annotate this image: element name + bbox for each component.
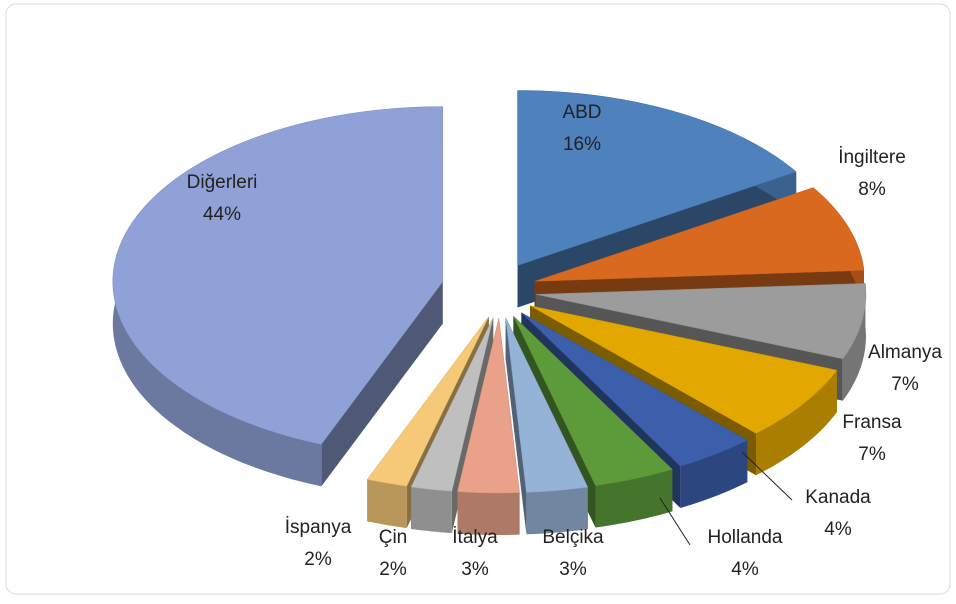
data-label-name: Diğerleri — [187, 172, 258, 193]
slice — [517, 90, 797, 266]
slice — [534, 187, 865, 282]
slice-side — [321, 281, 443, 487]
data-label-name: ABD — [562, 102, 601, 123]
slice — [457, 317, 520, 494]
slice — [366, 316, 489, 487]
data-label-value: 2% — [379, 559, 407, 580]
data-label-value: 16% — [563, 134, 601, 155]
data-label-value: 3% — [559, 559, 587, 580]
data-label-value: 4% — [731, 559, 759, 580]
slice — [505, 317, 589, 493]
data-label-name: Hollanda — [708, 527, 783, 548]
leader-line — [741, 451, 793, 501]
slice-wall — [367, 479, 407, 529]
slice-wall — [411, 487, 452, 534]
slice — [535, 283, 867, 360]
slice — [529, 305, 838, 434]
data-label-value: 3% — [461, 559, 489, 580]
data-label-value: 7% — [891, 374, 919, 395]
slice-wall — [756, 370, 837, 476]
slice-wall — [457, 491, 520, 535]
data-label-name: İtalya — [452, 527, 498, 548]
data-label-name: Çin — [379, 527, 408, 548]
slices — [112, 90, 867, 535]
slice — [521, 312, 748, 467]
slice-side — [505, 317, 527, 535]
slice — [112, 106, 444, 445]
data-label-name: İspanya — [285, 517, 352, 538]
slice-wall — [595, 469, 673, 528]
data-label-value: 7% — [858, 444, 886, 465]
slice-wall — [680, 440, 748, 509]
data-label-value: 8% — [858, 179, 886, 200]
data-label-value: 44% — [203, 204, 241, 225]
labels: ABD 16% İngiltere 8% Almanya 7% Fransa 7% Kanada… — [187, 102, 943, 580]
data-label-name: Kanada — [805, 487, 871, 508]
slice-wall — [526, 487, 588, 535]
data-label-name: İngiltere — [838, 147, 906, 168]
data-label-name: Belçika — [542, 527, 604, 548]
slice — [513, 315, 673, 486]
data-label-value: 2% — [304, 549, 332, 570]
slice — [410, 317, 494, 492]
data-label-value: 4% — [824, 519, 852, 540]
slice-wall — [842, 283, 866, 401]
leader-line — [659, 497, 691, 546]
data-label-name: Almanya — [868, 342, 942, 363]
data-label-name: Fransa — [842, 412, 902, 433]
